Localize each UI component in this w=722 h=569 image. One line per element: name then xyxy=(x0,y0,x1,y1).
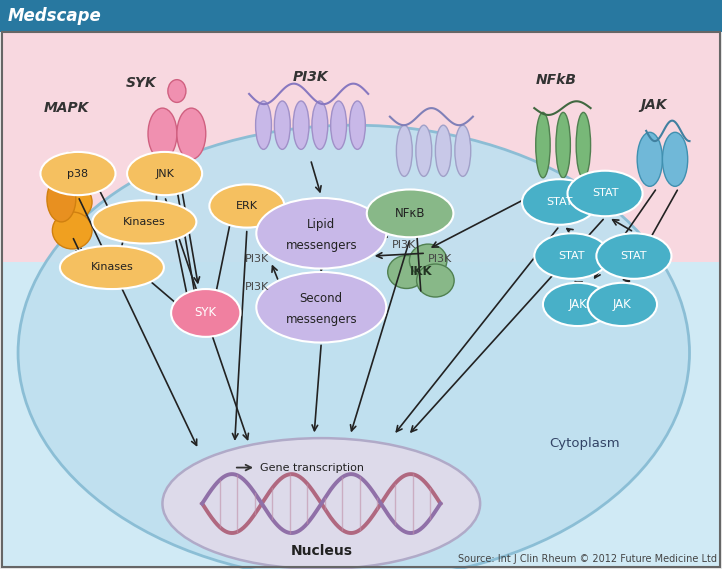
Ellipse shape xyxy=(417,264,454,297)
Text: Lipid: Lipid xyxy=(307,218,336,231)
Ellipse shape xyxy=(293,101,309,150)
Ellipse shape xyxy=(349,101,365,150)
Bar xyxy=(0,0,722,32)
Ellipse shape xyxy=(177,108,206,159)
Text: SYK: SYK xyxy=(195,307,217,319)
Ellipse shape xyxy=(18,125,690,569)
Text: MAPK: MAPK xyxy=(43,101,89,115)
Ellipse shape xyxy=(396,125,412,176)
Text: SYK: SYK xyxy=(126,76,156,89)
Text: Nucleus: Nucleus xyxy=(290,544,352,558)
Ellipse shape xyxy=(148,108,177,159)
Text: Kinases: Kinases xyxy=(90,262,134,273)
Ellipse shape xyxy=(534,233,609,279)
Text: PI3K: PI3K xyxy=(245,282,269,292)
Ellipse shape xyxy=(455,125,471,176)
Ellipse shape xyxy=(274,101,290,150)
Text: PI3K: PI3K xyxy=(245,254,269,264)
Ellipse shape xyxy=(209,184,284,228)
Ellipse shape xyxy=(638,133,663,187)
Ellipse shape xyxy=(331,101,347,150)
Text: Kinases: Kinases xyxy=(123,217,166,227)
Ellipse shape xyxy=(256,272,386,343)
Ellipse shape xyxy=(576,113,591,178)
Text: JAK: JAK xyxy=(613,298,632,311)
Text: JAK: JAK xyxy=(640,98,666,112)
Ellipse shape xyxy=(663,133,687,187)
Text: STAT: STAT xyxy=(559,251,585,261)
Ellipse shape xyxy=(256,198,386,269)
Ellipse shape xyxy=(543,283,612,326)
Ellipse shape xyxy=(52,212,92,249)
Ellipse shape xyxy=(52,152,92,189)
Bar xyxy=(2,262,720,567)
Text: Gene transcription: Gene transcription xyxy=(260,463,364,473)
Text: NFκB: NFκB xyxy=(395,207,425,220)
Text: JAK: JAK xyxy=(568,298,587,311)
Text: Second: Second xyxy=(300,292,343,305)
Ellipse shape xyxy=(171,289,240,337)
Ellipse shape xyxy=(256,101,271,150)
Ellipse shape xyxy=(40,152,116,195)
Ellipse shape xyxy=(435,125,451,176)
Ellipse shape xyxy=(567,171,643,216)
Ellipse shape xyxy=(388,255,425,288)
Ellipse shape xyxy=(588,283,657,326)
Text: STAT: STAT xyxy=(547,197,573,207)
Ellipse shape xyxy=(60,246,164,289)
Bar xyxy=(2,32,720,262)
Text: ERK: ERK xyxy=(236,201,258,211)
Text: Cytoplasm: Cytoplasm xyxy=(549,438,620,450)
Ellipse shape xyxy=(47,176,76,222)
Text: PI3K: PI3K xyxy=(392,240,417,250)
Ellipse shape xyxy=(52,184,92,221)
Text: messengers: messengers xyxy=(285,239,357,252)
Ellipse shape xyxy=(367,189,453,237)
Text: Source: Int J Clin Rheum © 2012 Future Medicine Ltd: Source: Int J Clin Rheum © 2012 Future M… xyxy=(458,554,717,564)
Ellipse shape xyxy=(409,244,447,277)
Ellipse shape xyxy=(556,113,570,178)
Text: p38: p38 xyxy=(67,168,89,179)
Text: Medscape: Medscape xyxy=(8,7,102,25)
Ellipse shape xyxy=(168,80,186,102)
Ellipse shape xyxy=(92,200,196,244)
Text: messengers: messengers xyxy=(285,313,357,326)
Ellipse shape xyxy=(162,438,480,569)
Text: IKK: IKK xyxy=(409,266,432,278)
Text: JNK: JNK xyxy=(155,168,174,179)
Text: STAT: STAT xyxy=(592,188,618,199)
Ellipse shape xyxy=(522,179,597,225)
Ellipse shape xyxy=(416,125,432,176)
Text: PI3K: PI3K xyxy=(292,70,329,84)
Text: PI3K: PI3K xyxy=(428,254,453,264)
Text: STAT: STAT xyxy=(621,251,647,261)
Ellipse shape xyxy=(596,233,671,279)
Ellipse shape xyxy=(127,152,202,195)
Ellipse shape xyxy=(312,101,328,150)
Ellipse shape xyxy=(536,113,550,178)
Text: NFkB: NFkB xyxy=(536,73,576,86)
